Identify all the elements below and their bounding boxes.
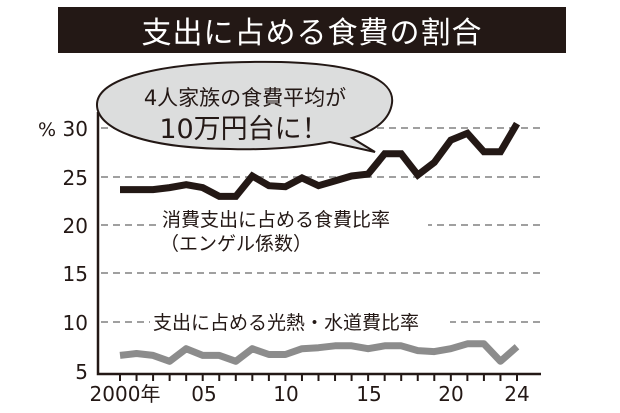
x-tick-15: 15: [356, 382, 381, 406]
engel-series-label: 消費支出に占める食費比率: [162, 209, 390, 231]
engel-label-bg: [158, 207, 428, 231]
speech-bubble: 4人家族の食費平均が 10万円台に！: [95, 60, 394, 153]
y-tick-10: 10: [63, 311, 88, 335]
utilities-label-bg: [150, 310, 450, 334]
bubble-line-1: 4人家族の食費平均が: [144, 86, 346, 110]
bubble-line-2: 10万円台に！: [159, 114, 328, 145]
y-tick-25: 25: [63, 166, 88, 190]
y-tick-30: 30: [63, 117, 88, 141]
x-tick-05: 05: [191, 382, 216, 406]
x-tick-10: 10: [273, 382, 298, 406]
x-tick-2000: 2000年: [90, 382, 161, 406]
y-tick-20: 20: [63, 214, 88, 238]
x-tick-24: 24: [504, 382, 529, 406]
utilities-ratio-line: [119, 340, 520, 365]
utilities-series-label: 支出に占める光熱・水道費比率: [153, 312, 419, 334]
y-unit-label: %: [38, 119, 56, 141]
speech-bubble-shape: [95, 60, 394, 153]
axes: [96, 112, 541, 376]
axis-lines: [96, 112, 541, 376]
engel-series-sublabel: （エンゲル係数）: [160, 233, 312, 255]
y-tick-5: 5: [75, 360, 88, 384]
chart-title: 支出に占める食費の割合: [58, 7, 566, 53]
x-tick-20: 20: [438, 382, 463, 406]
x-axis-ticks: [119, 374, 518, 381]
y-tick-15: 15: [63, 262, 88, 286]
engel-coefficient-line: [120, 121, 521, 200]
